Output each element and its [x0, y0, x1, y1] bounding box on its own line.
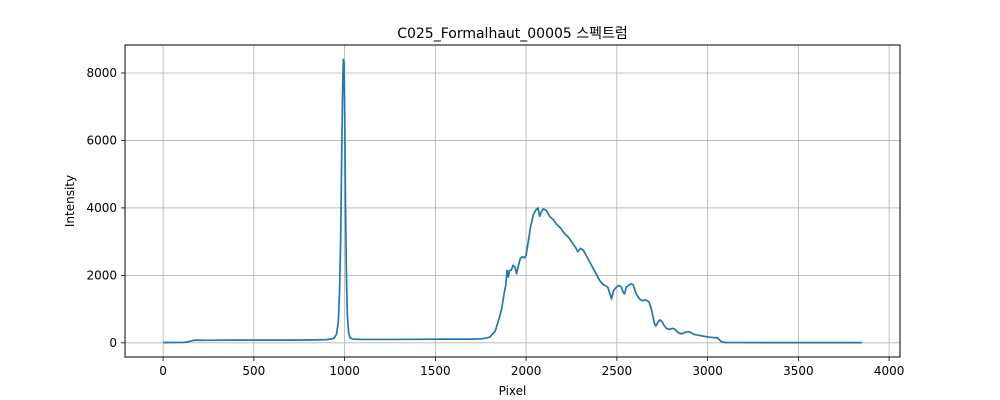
chart-title: C025_Formalhaut_00005 스펙트럼	[397, 26, 628, 42]
y-tick-label: 6000	[86, 133, 117, 147]
grid-lines	[125, 45, 900, 357]
x-axis-label: Pixel	[499, 384, 527, 398]
x-tick-label: 500	[242, 364, 265, 378]
x-tick-label: 3500	[783, 364, 814, 378]
y-tick-label: 8000	[86, 66, 117, 80]
x-tick-label: 1500	[420, 364, 451, 378]
x-tick-label: 4000	[874, 364, 905, 378]
axis-ticks: 0 500 1000 1500 2000 2500 3000 3500 4000 0 2000 400…	[86, 66, 904, 378]
y-tick-label: 2000	[86, 268, 117, 282]
series-line	[163, 58, 862, 344]
x-tick-label: 3000	[692, 364, 723, 378]
x-tick-label: 2000	[511, 364, 542, 378]
y-tick-label: 0	[109, 336, 117, 350]
plot-frame	[124, 44, 901, 358]
x-tick-label: 1000	[329, 364, 360, 378]
y-tick-label: 4000	[86, 201, 117, 215]
x-tick-label: 2500	[602, 364, 633, 378]
y-axis-label: Intensity	[63, 175, 77, 227]
x-tick-label: 0	[159, 364, 167, 378]
